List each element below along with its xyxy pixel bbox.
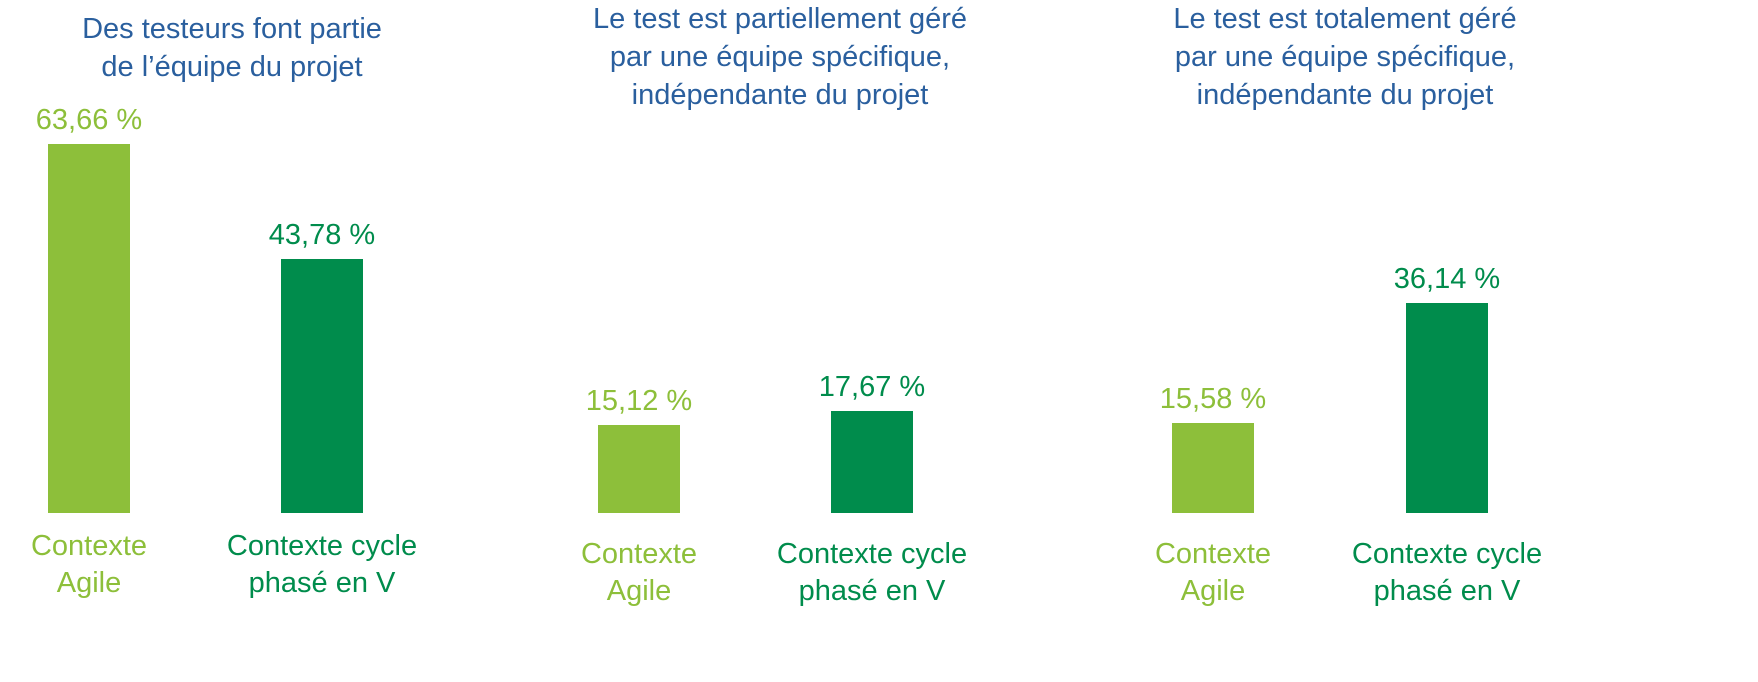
value-label: 63,66 % [35, 103, 143, 136]
value-label: 36,14 % [1393, 263, 1501, 296]
bar [1172, 422, 1254, 513]
category-label: Contexte cycle phasé en V [776, 538, 968, 607]
category-label: Contexte Agile [1154, 538, 1272, 607]
bar [831, 410, 913, 513]
chart-title: Le test est partiellement géré par une é… [593, 3, 967, 111]
value-label: 15,12 % [585, 385, 693, 418]
chart-title: Le test est totalement géré par une équi… [1173, 3, 1517, 111]
value-label: 43,78 % [268, 219, 376, 252]
bar [48, 143, 130, 513]
bar [598, 425, 680, 513]
bar [281, 259, 363, 513]
chart-title: Des testeurs font partie de l’équipe du … [82, 13, 382, 83]
category-label: Contexte cycle phasé en V [1351, 538, 1543, 607]
category-label: Contexte cycle phasé en V [226, 530, 418, 599]
category-label: Contexte Agile [580, 538, 698, 607]
bar [1406, 303, 1488, 513]
category-label: Contexte Agile [30, 530, 148, 599]
value-label: 15,58 % [1159, 382, 1267, 415]
value-label: 17,67 % [818, 370, 926, 403]
